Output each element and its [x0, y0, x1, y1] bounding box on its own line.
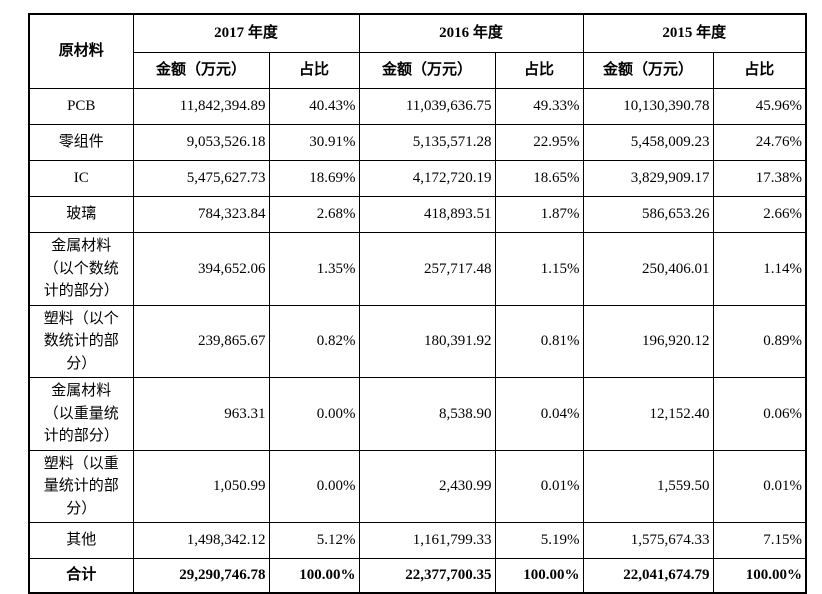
amount-cell: 257,717.48 [358, 232, 496, 306]
ratio-cell: 0.01% [494, 449, 584, 523]
ratio-cell: 7.15% [712, 522, 807, 559]
ratio-cell: 0.00% [268, 449, 360, 523]
ratio-cell: 5.19% [494, 522, 584, 559]
amount-cell: 586,653.26 [582, 196, 714, 233]
table-row: 金属材料 （以重量统 计的部分） 963.31 0.00% 8,538.90 0.04%… [28, 377, 807, 451]
amount-cell: 9,053,526.18 [132, 124, 270, 161]
table-row: 其他 1,498,342.12 5.12% 1,161,799.33 5.19% 1,57… [28, 522, 807, 559]
table-row: 塑料（以重 量统计的部 分） 1,050.99 0.00% 2,430.99 0.01%… [28, 449, 807, 523]
row-label: 塑料（以个 数统计的部 分） [28, 304, 134, 378]
ratio-cell: 49.33% [494, 88, 584, 125]
ratio-header-2016: 占比 [494, 52, 584, 89]
amount-cell: 29,290,746.78 [132, 558, 270, 594]
total-label: 合计 [28, 558, 134, 594]
ratio-header-2017: 占比 [268, 52, 360, 89]
amount-cell: 5,458,009.23 [582, 124, 714, 161]
amount-cell: 1,498,342.12 [132, 522, 270, 559]
amount-cell: 180,391.92 [358, 304, 496, 378]
amount-cell: 1,559.50 [582, 449, 714, 523]
ratio-cell: 0.06% [712, 377, 807, 451]
ratio-cell: 2.66% [712, 196, 807, 233]
table-row: 金属材料 （以个数统 计的部分） 394,652.06 1.35% 257,717.4… [28, 232, 807, 306]
ratio-cell: 40.43% [268, 88, 360, 125]
ratio-cell: 100.00% [712, 558, 807, 594]
amount-cell: 1,161,799.33 [358, 522, 496, 559]
ratio-cell: 100.00% [494, 558, 584, 594]
table-row: 零组件 9,053,526.18 30.91% 5,135,571.28 22.95% 5… [28, 124, 807, 161]
year-header-2015: 2015 年度 [582, 13, 807, 53]
row-label: 塑料（以重 量统计的部 分） [28, 449, 134, 523]
amount-cell: 196,920.12 [582, 304, 714, 378]
amount-cell: 22,041,674.79 [582, 558, 714, 594]
amount-cell: 1,050.99 [132, 449, 270, 523]
ratio-cell: 0.00% [268, 377, 360, 451]
row-label: IC [28, 160, 134, 197]
row-label: 零组件 [28, 124, 134, 161]
ratio-cell: 0.04% [494, 377, 584, 451]
sub-header-row: 金额（万元） 占比 金额（万元） 占比 金额（万元） 占比 [29, 52, 807, 89]
table-row: 塑料（以个 数统计的部 分） 239,865.67 0.82% 180,391.92 0… [28, 304, 807, 378]
row-label: 其他 [28, 522, 134, 559]
year-header-2017: 2017 年度 [132, 13, 360, 53]
row-label: 金属材料 （以重量统 计的部分） [28, 377, 134, 451]
amount-cell: 1,575,674.33 [582, 522, 714, 559]
ratio-cell: 1.15% [494, 232, 584, 306]
table-body: PCB 11,842,394.89 40.43% 11,039,636.75 49.33… [28, 88, 807, 594]
amount-cell: 3,829,909.17 [582, 160, 714, 197]
ratio-cell: 0.89% [712, 304, 807, 378]
amount-cell: 418,893.51 [358, 196, 496, 233]
amount-cell: 5,135,571.28 [358, 124, 496, 161]
raw-materials-cost-table: 原材料 2017 年度 2016 年度 2015 年度 金额（万元） 占比 金额… [28, 13, 808, 594]
table-row: IC 5,475,627.73 18.69% 4,172,720.19 18.65% 3,… [28, 160, 807, 197]
amount-cell: 11,842,394.89 [132, 88, 270, 125]
ratio-cell: 18.69% [268, 160, 360, 197]
ratio-cell: 30.91% [268, 124, 360, 161]
ratio-cell: 24.76% [712, 124, 807, 161]
amount-cell: 250,406.01 [582, 232, 714, 306]
year-header-row: 原材料 2017 年度 2016 年度 2015 年度 [28, 13, 807, 89]
amount-cell: 239,865.67 [132, 304, 270, 378]
ratio-cell: 17.38% [712, 160, 807, 197]
amount-cell: 963.31 [132, 377, 270, 451]
amount-cell: 8,538.90 [358, 377, 496, 451]
amount-header-2017: 金额（万元） [132, 52, 270, 89]
ratio-cell: 100.00% [268, 558, 360, 594]
amount-header-2015: 金额（万元） [582, 52, 714, 89]
ratio-cell: 1.14% [712, 232, 807, 306]
year-header-2016: 2016 年度 [358, 13, 584, 53]
ratio-cell: 0.01% [712, 449, 807, 523]
amount-cell: 5,475,627.73 [132, 160, 270, 197]
amount-cell: 11,039,636.75 [358, 88, 496, 125]
amount-cell: 2,430.99 [358, 449, 496, 523]
amount-cell: 12,152.40 [582, 377, 714, 451]
ratio-cell: 0.81% [494, 304, 584, 378]
ratio-header-2015: 占比 [712, 52, 807, 89]
amount-header-2016: 金额（万元） [358, 52, 496, 89]
total-row: 合计 29,290,746.78 100.00% 22,377,700.35 100.0… [28, 558, 807, 594]
row-label: 金属材料 （以个数统 计的部分） [28, 232, 134, 306]
table-row: 玻璃 784,323.84 2.68% 418,893.51 1.87% 586,653.… [28, 196, 807, 233]
amount-cell: 4,172,720.19 [358, 160, 496, 197]
corner-header-raw-material: 原材料 [28, 13, 134, 89]
ratio-cell: 5.12% [268, 522, 360, 559]
ratio-cell: 45.96% [712, 88, 807, 125]
amount-cell: 784,323.84 [132, 196, 270, 233]
ratio-cell: 22.95% [494, 124, 584, 161]
table-row: PCB 11,842,394.89 40.43% 11,039,636.75 49.33… [28, 88, 807, 125]
ratio-cell: 0.82% [268, 304, 360, 378]
ratio-cell: 1.87% [494, 196, 584, 233]
row-label: 玻璃 [28, 196, 134, 233]
ratio-cell: 1.35% [268, 232, 360, 306]
amount-cell: 10,130,390.78 [582, 88, 714, 125]
amount-cell: 394,652.06 [132, 232, 270, 306]
ratio-cell: 18.65% [494, 160, 584, 197]
row-label: PCB [28, 88, 134, 125]
table-header: 原材料 2017 年度 2016 年度 2015 年度 金额（万元） 占比 金额… [28, 13, 807, 89]
ratio-cell: 2.68% [268, 196, 360, 233]
amount-cell: 22,377,700.35 [358, 558, 496, 594]
